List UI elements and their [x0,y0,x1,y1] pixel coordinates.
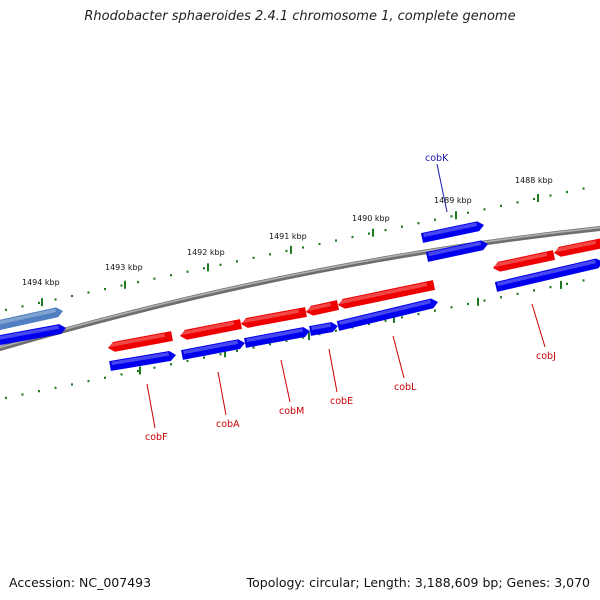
gene-label-cobK: cobK [425,153,449,164]
feature-cobE-bevel [307,302,332,312]
gene-label-cobJ: cobJ [536,351,556,362]
feature-highlight [0,307,63,331]
feature-forward-bevel [183,340,239,355]
feature-forward-body [336,298,438,331]
tick-ruler [5,187,585,399]
tick-label: 1489 kbp [434,196,472,205]
feature-forward-bevel [497,259,597,287]
chromosome-backbone [0,226,600,352]
feature-forward [494,258,600,292]
callout-line [328,348,338,393]
gene-label-cobA: cobA [216,419,240,430]
feature-forward [309,322,338,336]
gene-label-cobE: cobE [330,396,353,407]
feature-reverse-body [554,238,600,257]
map-title: Rhodobacter sphaeroides 2.4.1 chromosome… [84,9,516,24]
feature-forward [109,351,176,371]
feature-forward [336,298,438,331]
feature-cobA [180,319,242,340]
feature-cobK-body [420,221,484,243]
feature-cobJ-body [493,250,556,272]
gene-label-cobM: cobM [279,406,304,417]
feature-forward-bevel [0,325,60,340]
feature-forward-bevel [246,328,304,343]
gene-features [0,221,600,371]
feature-forward [425,240,488,262]
accession-text: Accession: NC_007493 [9,575,152,590]
feature-highlight-body [0,307,63,331]
tick-label: 1494 kbp [22,278,60,287]
callout-line [392,335,405,379]
feature-forward-body [494,258,600,292]
feature-cobE-body [306,300,340,316]
feature-cobF [108,331,173,352]
feature-forward-bevel [111,352,170,366]
tick-label: 1488 kbp [515,176,553,185]
feature-cobL-bevel [339,282,428,305]
gene-callouts: cobK cobF cobA cobM cobE cobL cobJ [145,153,556,443]
backbone-outer [0,226,600,352]
feature-cobM-body [241,307,307,328]
feature-cobM-bevel [242,309,300,324]
feature-highlight-bevel [0,308,57,325]
feature-forward-bevel [428,241,482,257]
feature-cobA-body [180,319,242,340]
feature-forward-bevel [339,299,432,326]
feature-cobF-bevel [109,333,166,348]
callout-line [217,371,227,416]
tick-labels: 1494 kbp 1493 kbp 1492 kbp 1491 kbp 1490 kbp… [22,176,553,287]
callout-line [146,383,156,429]
tick-label: 1493 kbp [105,263,143,272]
feature-cobJ-bevel [494,252,548,268]
callout-line [436,163,448,213]
feature-forward-body [0,324,66,346]
feature-reverse-bevel [555,240,597,253]
feature-forward-body [425,240,488,262]
feature-cobL-body [338,280,436,309]
gene-label-cobF: cobF [145,432,168,443]
feature-cobA-bevel [181,321,235,336]
feature-forward [181,339,245,360]
feature-reverse [554,238,600,257]
tick-label: 1491 kbp [269,232,307,241]
feature-forward [0,324,66,346]
genome-summary-text: Topology: circular; Length: 3,188,609 bp… [246,575,590,590]
feature-cobJ [493,250,556,272]
feature-cobM [241,307,307,328]
gene-label-cobL: cobL [394,382,417,393]
feature-forward-body [109,351,176,371]
feature-cobK [420,221,484,243]
tick-label: 1492 kbp [187,248,225,257]
feature-forward-body [181,339,245,360]
backbone-highlight [0,226,600,349]
feature-forward [244,327,310,348]
feature-cobE [306,300,340,316]
feature-cobK-bevel [423,222,478,238]
callout-line [531,303,546,348]
feature-forward-body [309,322,338,336]
feature-cobL [338,280,436,309]
feature-cobF-body [108,331,173,352]
callout-line [280,359,291,403]
feature-forward-body [244,327,310,348]
tick-label: 1490 kbp [352,214,390,223]
feature-forward-bevel [311,323,332,331]
